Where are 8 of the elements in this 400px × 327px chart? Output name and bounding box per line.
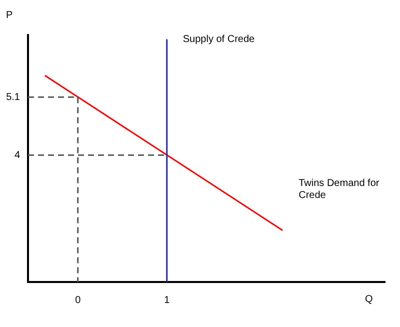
series-label: Supply of Crede	[182, 34, 256, 45]
x-tick-label: 0	[75, 294, 82, 306]
y-axis-title: P	[6, 10, 13, 21]
x-axis-title: Q	[365, 294, 373, 305]
x-tick-label: 1	[164, 294, 170, 306]
y-tick-label: 5.1	[6, 92, 20, 103]
y-tick-label: 4	[14, 150, 20, 161]
text: Twins Demand for Crede	[298, 178, 380, 202]
